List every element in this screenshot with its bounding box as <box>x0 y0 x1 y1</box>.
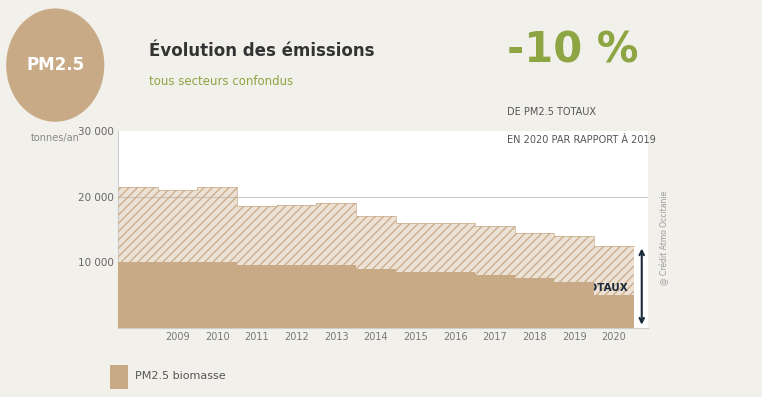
Text: tonnes/an: tonnes/an <box>30 133 79 143</box>
Text: PM2.5: PM2.5 <box>26 56 85 74</box>
Polygon shape <box>118 187 634 328</box>
Text: -10 %: -10 % <box>507 30 639 72</box>
Text: PM2.5 biomasse: PM2.5 biomasse <box>136 371 226 381</box>
Text: DE PM2.5 TOTAUX: DE PM2.5 TOTAUX <box>507 107 596 117</box>
Bar <box>110 365 127 389</box>
Circle shape <box>7 9 104 121</box>
Text: tous secteurs confondus: tous secteurs confondus <box>149 75 293 89</box>
Text: EN 2020 PAR RAPPORT À 2019: EN 2020 PAR RAPPORT À 2019 <box>507 135 655 145</box>
Text: @ Crédit Atmo Occitanie: @ Crédit Atmo Occitanie <box>660 191 669 285</box>
Text: PM2.5 TOTAUX: PM2.5 TOTAUX <box>541 283 628 293</box>
Polygon shape <box>118 262 634 328</box>
Text: Évolution des émissions: Évolution des émissions <box>149 42 374 60</box>
